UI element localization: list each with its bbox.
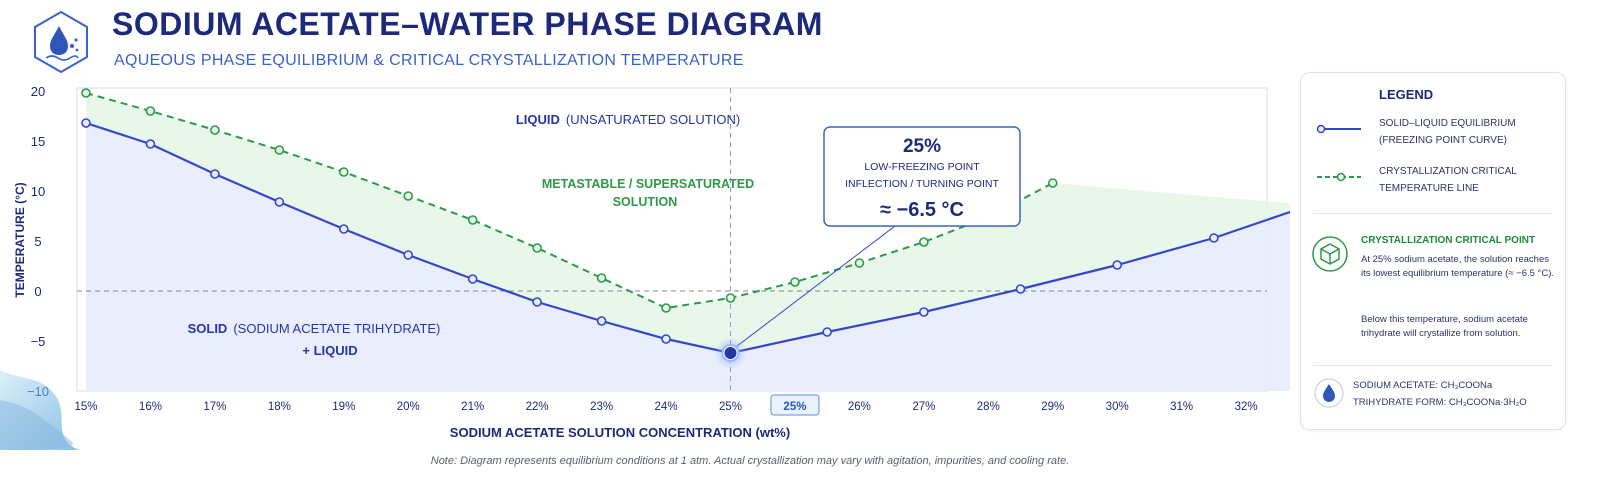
x-tick-label: 22% bbox=[526, 401, 549, 413]
critical-line-point bbox=[1047, 178, 1058, 188]
critical-line-point bbox=[210, 125, 220, 135]
freezing-curve-point bbox=[1112, 260, 1122, 270]
critical-line-point bbox=[854, 258, 865, 268]
critical-line-point bbox=[145, 106, 156, 116]
callout-percent: 25% bbox=[903, 136, 941, 157]
x-tick-label: 17% bbox=[203, 401, 226, 413]
freezing-curve-point bbox=[532, 297, 542, 307]
y-axis-label: TEMPERATURE (°C) bbox=[13, 182, 27, 297]
page-title: SODIUM ACETATE–WATER PHASE DIAGRAM bbox=[112, 6, 823, 42]
legend-divider bbox=[1313, 213, 1553, 214]
formula-tri-label: TRIHYDRATE FORM: bbox=[1353, 397, 1449, 408]
x-tick-label: 29% bbox=[1041, 401, 1064, 413]
freezing-curve-point bbox=[467, 274, 478, 284]
legend-swatch-dashed bbox=[1317, 172, 1361, 182]
freezing-curve-point bbox=[919, 307, 929, 317]
freezing-curve-point bbox=[1209, 233, 1219, 243]
cube-icon bbox=[1312, 236, 1348, 272]
critical-line-point bbox=[274, 145, 285, 155]
region-metastable-sublabel: SOLUTION bbox=[613, 195, 678, 209]
y-tick-label: 15 bbox=[31, 134, 45, 149]
x-tick-label: 26% bbox=[848, 401, 871, 413]
x-tick-label: 16% bbox=[139, 401, 162, 413]
solid-liquid-region-fill bbox=[86, 123, 1290, 391]
x-tick-label: 32% bbox=[1235, 401, 1258, 413]
turning-point-callout: 25% LOW-FREEZING POINT INFLECTION / TURN… bbox=[734, 126, 1021, 349]
critical-line-point bbox=[596, 273, 607, 283]
legend-title: LEGEND bbox=[1379, 87, 1434, 102]
x-tick-label: 25% bbox=[719, 401, 742, 413]
legend-text-critical: CRYSTALLIZATION CRITICAL TEMPERATURE LINE bbox=[1379, 166, 1517, 194]
callout-value: ≈ −6.5 °C bbox=[880, 199, 964, 221]
critical-line-point bbox=[790, 277, 800, 287]
x-tick-label: 25% bbox=[783, 401, 806, 413]
freezing-curve-point bbox=[210, 169, 220, 179]
x-tick-label: 20% bbox=[397, 401, 420, 413]
callout-line1: LOW-FREEZING POINT bbox=[864, 161, 980, 173]
freezing-curve-point bbox=[81, 118, 91, 128]
x-tick-label: 15% bbox=[74, 401, 97, 413]
x-tick-label: 21% bbox=[461, 401, 484, 413]
critical-point-text1: At 25% sodium acetate, the solution reac… bbox=[1361, 254, 1555, 279]
x-tick-label: 24% bbox=[655, 401, 678, 413]
y-tick-label: 0 bbox=[34, 284, 41, 299]
critical-point-title: CRYSTALLIZATION CRITICAL POINT bbox=[1361, 235, 1536, 246]
critical-line-point bbox=[532, 243, 542, 253]
water-splash-decoration bbox=[0, 370, 80, 450]
x-tick-label: 23% bbox=[590, 401, 613, 413]
region-liquid-label: LIQUID (UNSATURATED SOLUTION) bbox=[516, 112, 740, 127]
legend-panel: LEGEND SOLID–LIQUID EQUILIBRIUM (FREEZING… bbox=[1300, 72, 1566, 430]
flask-drop-icon bbox=[34, 10, 88, 74]
page-subtitle: AQUEOUS PHASE EQUILIBRIUM & CRITICAL CRY… bbox=[114, 52, 744, 69]
region-solid-label: SOLID (SODIUM ACETATE TRIHYDRATE) bbox=[188, 321, 441, 336]
critical-line-point bbox=[338, 167, 349, 177]
critical-line-point bbox=[403, 191, 414, 201]
freezing-curve-point bbox=[822, 327, 832, 337]
freezing-curve-point bbox=[403, 250, 414, 260]
freezing-curve-point bbox=[596, 316, 607, 326]
metastable-region-fill bbox=[86, 93, 1290, 353]
legend-item-critical-line: CRYSTALLIZATION CRITICAL TEMPERATURE LINE bbox=[1301, 163, 1565, 203]
freezing-curve-point bbox=[145, 139, 156, 149]
y-tick-label: 5 bbox=[34, 234, 41, 249]
legend-swatch-solid bbox=[1316, 124, 1361, 134]
freezing-curve-point bbox=[274, 197, 285, 207]
x-tick-label: 27% bbox=[912, 401, 935, 413]
x-tick-label: 18% bbox=[268, 401, 291, 413]
formula-sa-value: CH₃COONa bbox=[1440, 380, 1493, 391]
region-solid-line2: + LIQUID bbox=[302, 343, 357, 358]
footnote: Note: Diagram represents equilibrium con… bbox=[430, 455, 1070, 467]
critical-line-point bbox=[81, 88, 91, 98]
x-tick-label: 31% bbox=[1170, 401, 1193, 413]
callout-line2: INFLECTION / TURNING POINT bbox=[845, 178, 999, 190]
y-tick-label: 20 bbox=[31, 84, 45, 99]
x-tick-label: 28% bbox=[977, 401, 1000, 413]
legend-text-freezing: SOLID–LIQUID EQUILIBRIUM (FREEZING POINT … bbox=[1379, 118, 1516, 146]
special-point bbox=[724, 347, 737, 359]
critical-line-point bbox=[725, 293, 736, 303]
critical-line-point bbox=[467, 215, 478, 225]
x-tick-label: 30% bbox=[1106, 401, 1129, 413]
x-tick-highlight bbox=[770, 394, 820, 416]
formula-block: SODIUM ACETATE: CH₃COONa TRIHYDRATE FORM… bbox=[1353, 377, 1527, 411]
region-metastable-label: METASTABLE / SUPERSATURATED bbox=[542, 177, 754, 191]
critical-line-point bbox=[661, 303, 671, 313]
formula-tri-value: CH₃COONa·3H₂O bbox=[1448, 397, 1527, 408]
water-drop-icon bbox=[1314, 378, 1344, 408]
freezing-curve-point bbox=[338, 224, 349, 234]
critical-point-text2: Below this temperature, sodium acetate t… bbox=[1361, 314, 1528, 339]
legend-divider-2 bbox=[1313, 365, 1553, 366]
critical-line-point bbox=[919, 237, 929, 247]
freezing-curve-point bbox=[1015, 284, 1026, 294]
y-tick-label: 10 bbox=[31, 184, 45, 199]
legend-item-freezing-curve: SOLID–LIQUID EQUILIBRIUM (FREEZING POINT … bbox=[1301, 115, 1565, 155]
y-tick-label: −5 bbox=[31, 334, 46, 349]
freezing-curve-point bbox=[661, 334, 671, 344]
critical-temperature-line bbox=[85, 92, 1054, 310]
x-axis-label: SODIUM ACETATE SOLUTION CONCENTRATION (w… bbox=[450, 425, 790, 440]
x-tick-label: 19% bbox=[332, 401, 355, 413]
formula-sa-label: SODIUM ACETATE: bbox=[1353, 380, 1441, 391]
